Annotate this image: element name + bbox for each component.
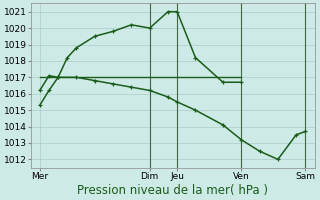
X-axis label: Pression niveau de la mer( hPa ): Pression niveau de la mer( hPa ) [77,184,268,197]
